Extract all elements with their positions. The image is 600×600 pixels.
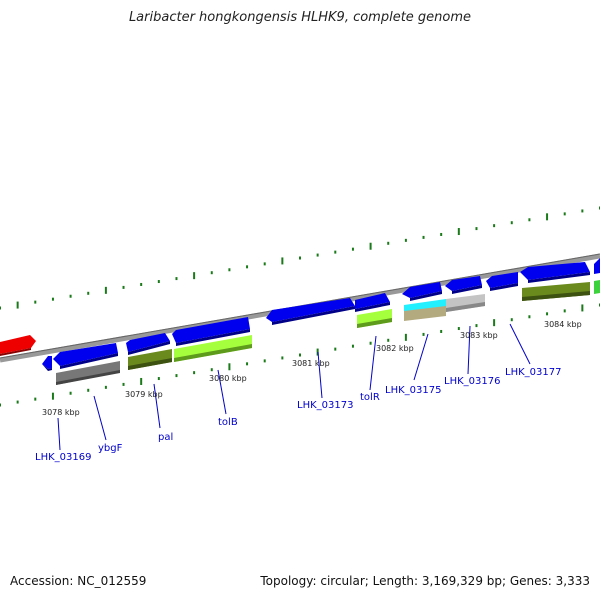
gene-label-tolB[interactable]: tolB <box>218 417 238 428</box>
topology-text: Topology: circular; Length: 3,169,329 bp… <box>260 574 590 588</box>
gene-label-LHK_03176[interactable]: LHK_03176 <box>444 376 500 387</box>
gene-track-LHK_03175 <box>404 299 446 321</box>
gene-labels: LHK_03169 ybgF pal tolB LHK_03173 tolR LHK_031… <box>35 367 561 463</box>
gene-arrow-next[interactable] <box>520 262 590 283</box>
kbp-label: 3082 kbp <box>376 344 414 353</box>
kbp-label: 3083 kbp <box>460 331 498 340</box>
gene-arrow-ybgF[interactable] <box>126 333 170 355</box>
kbp-label: 3079 kbp <box>125 390 163 399</box>
gene-track-tolB <box>174 335 252 362</box>
gene-label-ybgF[interactable]: ybgF <box>98 443 123 454</box>
gene-arrow-tolB[interactable] <box>172 317 250 346</box>
inner-tick-marks <box>0 303 600 407</box>
gene-arrow-LHK_03169[interactable] <box>53 343 118 369</box>
gene-track-edge <box>594 280 600 294</box>
gene-arrow-LHK_03177[interactable] <box>486 272 518 291</box>
gene-label-tolR[interactable]: tolR <box>360 392 380 403</box>
gene-label-LHK_03175[interactable]: LHK_03175 <box>385 385 441 396</box>
gene-label-LHK_03177[interactable]: LHK_03177 <box>505 367 561 378</box>
gene-arrow-edge[interactable] <box>594 258 600 274</box>
label-leader-lines <box>57 323 531 451</box>
gene-arrow-red[interactable] <box>0 335 36 356</box>
gene-arrow-LHK_03176[interactable] <box>445 276 482 294</box>
kbp-label: 3084 kbp <box>544 320 582 329</box>
gene-track-LHK_03169 <box>56 361 120 385</box>
gene-arrow-tolR[interactable] <box>355 293 390 312</box>
gene-track-LHK_03176 <box>446 294 485 312</box>
gene-label-LHK_03169[interactable]: LHK_03169 <box>35 452 91 463</box>
gene-track-next <box>522 282 590 301</box>
gene-arrow-LHK_03173[interactable] <box>266 298 355 325</box>
gene-arrow-LHK_03175[interactable] <box>402 282 442 301</box>
gene-arrow[interactable] <box>42 356 52 371</box>
kbp-label: 3081 kbp <box>292 359 330 368</box>
kbp-label: 3080 kbp <box>209 374 247 383</box>
gene-label-pal[interactable]: pal <box>158 432 173 443</box>
position-labels: 3078 kbp 3079 kbp 3080 kbp 3081 kbp 3082 kbp… <box>42 320 582 417</box>
gene-track-tolR <box>357 309 392 328</box>
gene-label-LHK_03173[interactable]: LHK_03173 <box>297 400 353 411</box>
map-title: Laribacter hongkongensis HLHK9, complete… <box>128 10 472 25</box>
outer-tick-marks <box>0 206 600 310</box>
accession-text: Accession: NC_012559 <box>10 574 147 588</box>
kbp-label: 3078 kbp <box>42 408 80 417</box>
gene-track-ybgF <box>128 349 172 370</box>
